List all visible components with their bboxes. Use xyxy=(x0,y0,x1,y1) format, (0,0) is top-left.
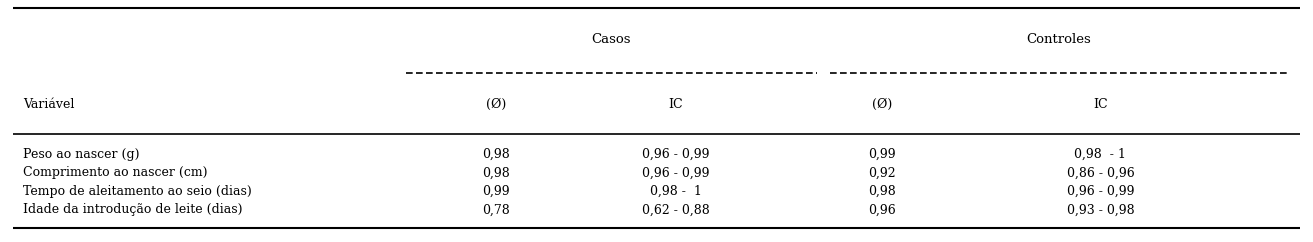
Text: 0,96 - 0,99: 0,96 - 0,99 xyxy=(1066,185,1134,198)
Text: IC: IC xyxy=(1094,98,1108,111)
Text: Comprimento ao nascer (cm): Comprimento ao nascer (cm) xyxy=(24,166,207,179)
Text: 0,96 - 0,99: 0,96 - 0,99 xyxy=(642,148,709,161)
Text: 0,62 - 0,88: 0,62 - 0,88 xyxy=(642,204,709,216)
Text: IC: IC xyxy=(668,98,683,111)
Text: 0,99: 0,99 xyxy=(482,185,509,198)
Text: 0,78: 0,78 xyxy=(482,204,509,216)
Text: 0,96 - 0,99: 0,96 - 0,99 xyxy=(642,166,709,179)
Text: 0,98: 0,98 xyxy=(482,148,509,161)
Text: (Ø): (Ø) xyxy=(872,98,892,111)
Text: Idade da introdução de leite (dias): Idade da introdução de leite (dias) xyxy=(24,204,243,216)
Text: 0,98: 0,98 xyxy=(482,166,509,179)
Text: (Ø): (Ø) xyxy=(486,98,506,111)
Text: Variável: Variável xyxy=(24,98,75,111)
Text: 0,86 - 0,96: 0,86 - 0,96 xyxy=(1066,166,1134,179)
Text: 0,98 -  1: 0,98 - 1 xyxy=(650,185,701,198)
Text: Casos: Casos xyxy=(592,33,632,46)
Text: Peso ao nascer (g): Peso ao nascer (g) xyxy=(24,148,140,161)
Text: Tempo de aleitamento ao seio (dias): Tempo de aleitamento ao seio (dias) xyxy=(24,185,252,198)
Text: 0,92: 0,92 xyxy=(868,166,895,179)
Text: 0,93 - 0,98: 0,93 - 0,98 xyxy=(1066,204,1134,216)
Text: 0,96: 0,96 xyxy=(868,204,895,216)
Text: 0,98  - 1: 0,98 - 1 xyxy=(1074,148,1127,161)
Text: Controles: Controles xyxy=(1027,33,1091,46)
Text: 0,98: 0,98 xyxy=(868,185,895,198)
Text: 0,99: 0,99 xyxy=(868,148,895,161)
